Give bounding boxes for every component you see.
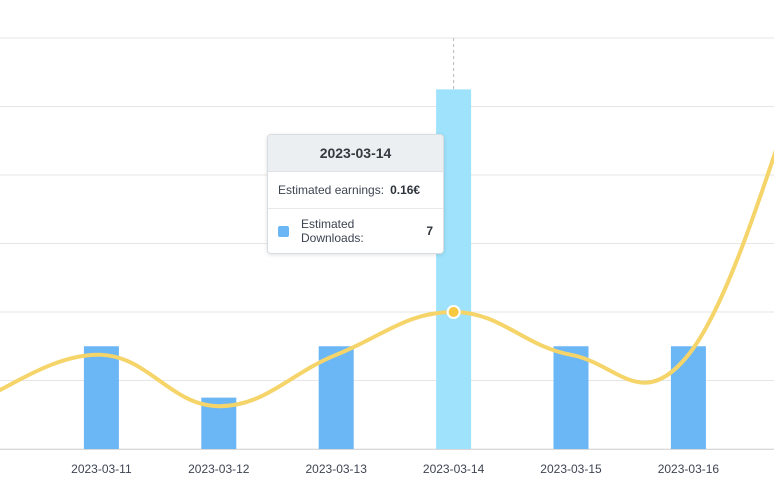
bar-2023-03-15[interactable] — [553, 346, 589, 449]
tooltip-earnings-value: 0.16€ — [390, 183, 421, 197]
bar-2023-03-11[interactable] — [83, 346, 119, 449]
downloads-swatch-icon — [278, 225, 289, 237]
x-tick-labels: 102023-03-112023-03-122023-03-132023-03-… — [71, 462, 720, 476]
x-tick-label: 2023-03-15 — [540, 462, 602, 476]
earnings-line — [0, 149, 774, 409]
bar-2023-03-16[interactable] — [670, 346, 706, 449]
tooltip-title: 2023-03-14 — [268, 135, 443, 172]
tooltip-earnings-label: Estimated earnings: — [278, 183, 385, 197]
tooltip-downloads-label: Estimated Downloads: — [301, 217, 364, 245]
x-tick-label: 2023-03-11 — [71, 462, 132, 476]
tooltip: 2023-03-14 Estimated earnings: 0.16€ Est… — [267, 134, 444, 254]
x-tick-label: 2023-03-14 — [423, 462, 485, 476]
tooltip-earnings-row: Estimated earnings: 0.16€ — [268, 172, 443, 209]
x-tick-label: 2023-03-13 — [306, 462, 368, 476]
hover-point — [446, 305, 461, 319]
x-tick-label: 2023-03-16 — [658, 462, 720, 476]
x-tick-label: 2023-03-12 — [188, 462, 250, 476]
tooltip-downloads-value: 7 — [426, 224, 434, 238]
tooltip-downloads-row: Estimated Downloads: 7 — [268, 209, 443, 253]
bar-2023-03-13[interactable] — [318, 346, 354, 449]
